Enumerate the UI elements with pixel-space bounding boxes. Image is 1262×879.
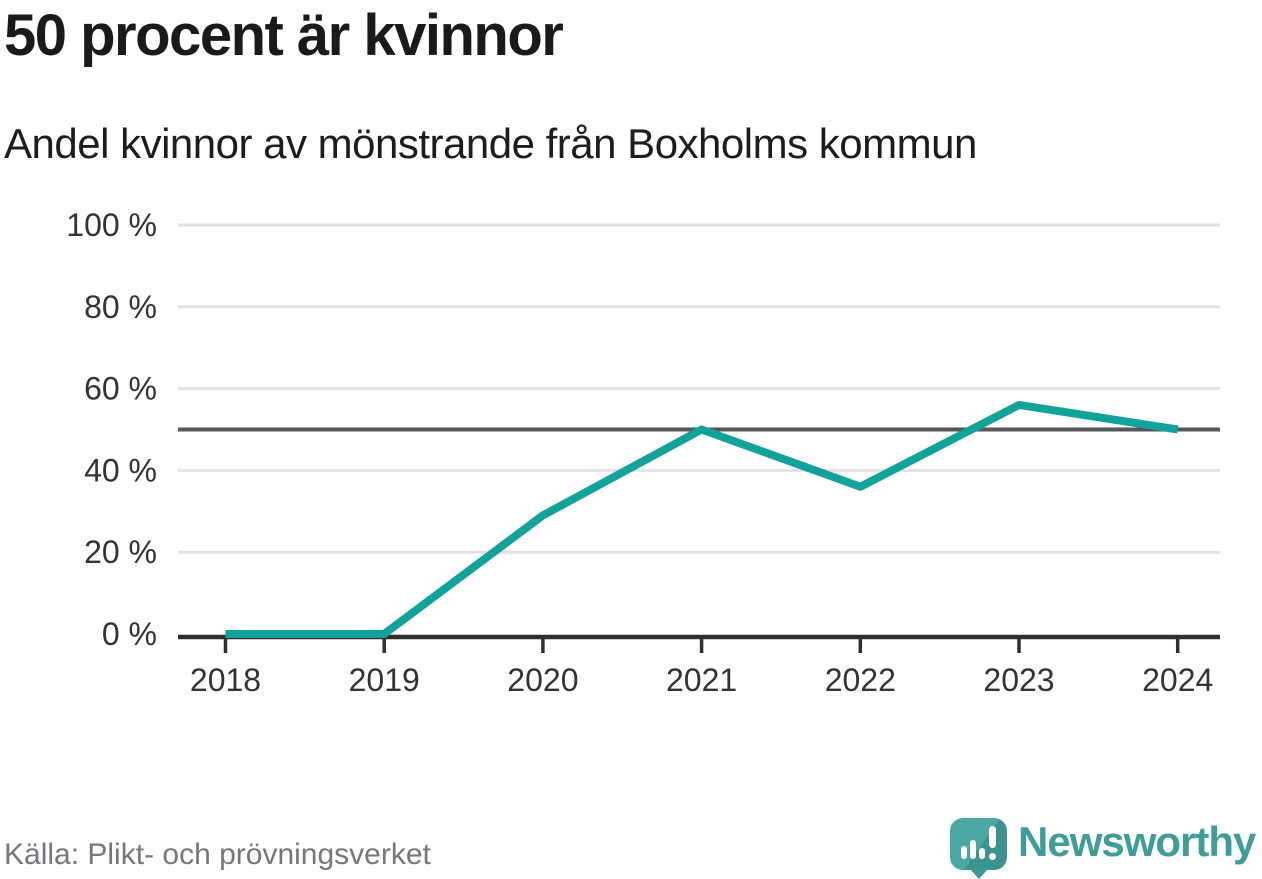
newsworthy-bubble-icon	[950, 818, 1007, 879]
logo-bar-icon	[979, 848, 985, 859]
y-tick-label: 20 %	[84, 534, 157, 570]
x-tick-label: 2018	[190, 662, 261, 698]
x-tick-label: 2021	[666, 662, 737, 698]
y-tick-label: 100 %	[66, 207, 157, 243]
y-tick-label: 80 %	[84, 289, 157, 325]
logo-bubble-tail	[970, 869, 988, 879]
y-tick-label: 40 %	[84, 452, 157, 488]
chart-subtitle: Andel kvinnor av mönstrande från Boxholm…	[4, 120, 977, 167]
newsworthy-logo: Newsworthy	[950, 816, 1262, 879]
source-credit: Källa: Plikt- och prövningsverket	[4, 838, 431, 871]
chart-title: 50 procent är kvinnor	[4, 3, 564, 68]
logo-exclamation-icon	[989, 826, 996, 848]
data-line-andel-kvinnor-av-m-nstrande	[225, 400, 1179, 638]
x-tick-label: 2019	[349, 662, 420, 698]
logo-exclamation-dot-icon	[989, 853, 996, 860]
y-tick-label: 60 %	[84, 371, 157, 407]
x-tick-label: 2024	[1142, 662, 1213, 698]
newsworthy-wordmark: Newsworthy	[1018, 818, 1256, 865]
logo-bar-icon	[970, 840, 976, 859]
logo-bar-icon	[961, 846, 967, 859]
x-tick-label: 2020	[507, 662, 578, 698]
x-tick-label: 2022	[825, 662, 896, 698]
y-tick-label: 0 %	[102, 616, 157, 652]
x-tick-label: 2023	[983, 662, 1054, 698]
